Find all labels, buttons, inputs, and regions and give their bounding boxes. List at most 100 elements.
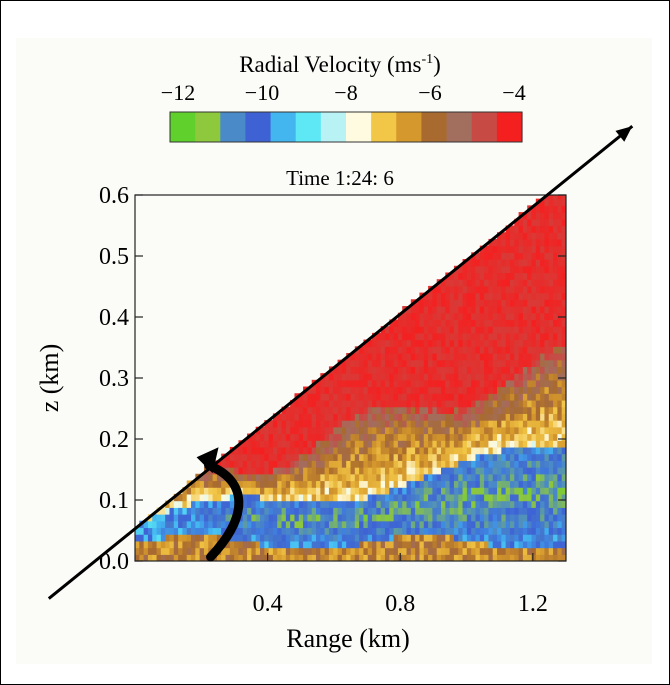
heatmap-cell xyxy=(195,514,201,522)
heatmap-cell xyxy=(324,493,330,502)
heatmap-cell xyxy=(311,453,317,461)
heatmap-cell xyxy=(178,534,184,542)
heatmap-cell xyxy=(432,480,438,488)
heatmap-cell xyxy=(178,500,184,508)
heatmap-cell xyxy=(535,540,541,549)
heatmap-cell xyxy=(428,346,433,354)
heatmap-cell xyxy=(203,480,209,488)
heatmap-cell xyxy=(544,520,550,529)
heatmap-cell xyxy=(484,252,490,260)
heatmap-cell xyxy=(384,413,390,421)
heatmap-cell xyxy=(277,440,283,448)
heatmap-cell xyxy=(380,440,386,448)
heatmap-cell xyxy=(479,259,485,267)
heatmap-cell xyxy=(462,279,468,287)
heatmap-cell xyxy=(333,433,339,441)
heatmap-cell xyxy=(376,399,382,408)
heatmap-cell xyxy=(337,420,343,428)
heatmap-cell xyxy=(531,312,537,321)
heatmap-cell xyxy=(488,292,494,300)
heatmap-cell xyxy=(195,540,201,549)
heatmap-cell xyxy=(173,527,179,535)
heatmap-cell xyxy=(475,332,481,341)
heatmap-cell xyxy=(466,366,472,374)
heatmap-cell xyxy=(406,406,412,414)
heatmap-cell xyxy=(540,292,546,300)
heatmap-cell xyxy=(458,326,464,334)
heatmap-cell xyxy=(367,406,373,414)
heatmap-cell xyxy=(548,225,554,233)
heatmap-cell xyxy=(242,460,248,468)
heatmap-cell xyxy=(359,413,365,421)
heatmap-cell xyxy=(294,527,300,535)
heatmap-cell xyxy=(548,332,554,341)
heatmap-cell xyxy=(419,379,425,388)
heatmap-cell xyxy=(298,393,304,401)
heatmap-cell xyxy=(428,413,433,421)
heatmap-cell xyxy=(419,520,425,529)
heatmap-cell xyxy=(544,232,550,240)
heatmap-cell xyxy=(432,352,438,361)
heatmap-cell xyxy=(316,460,321,468)
heatmap-cell xyxy=(316,527,321,535)
heatmap-cell xyxy=(285,453,291,461)
heatmap-cell xyxy=(324,540,330,549)
heatmap-cell xyxy=(441,306,446,314)
heatmap-cell xyxy=(281,460,287,468)
heatmap-cell xyxy=(540,433,546,441)
heatmap-cell xyxy=(535,453,541,461)
heatmap-cell xyxy=(522,259,528,267)
heatmap-cell xyxy=(337,467,343,475)
heatmap-cell xyxy=(497,547,502,555)
heatmap-cell xyxy=(471,272,477,280)
heatmap-cell xyxy=(389,359,395,368)
heatmap-cell xyxy=(436,352,442,361)
heatmap-cell xyxy=(509,379,515,388)
heatmap-cell xyxy=(303,514,308,522)
heatmap-cell xyxy=(492,420,498,428)
heatmap-cell xyxy=(203,507,209,515)
heatmap-cell xyxy=(436,446,442,455)
heatmap-cell xyxy=(566,440,571,447)
heatmap-cell xyxy=(441,440,446,448)
heatmap-cell xyxy=(471,292,477,300)
heatmap-cell xyxy=(316,413,321,421)
heatmap-cell xyxy=(324,514,330,522)
heatmap-cell xyxy=(320,554,326,561)
heatmap-cell xyxy=(479,500,485,508)
heatmap-cell xyxy=(350,406,356,414)
heatmap-cell xyxy=(531,326,537,334)
heatmap-cell xyxy=(208,500,214,508)
rotation-arrowhead xyxy=(196,447,219,474)
heatmap-cell xyxy=(505,520,511,529)
heatmap-cell xyxy=(557,399,563,408)
heatmap-cell xyxy=(251,547,257,555)
heatmap-cell xyxy=(432,292,438,300)
heatmap-cell xyxy=(475,453,481,461)
heatmap-cell xyxy=(466,446,472,455)
heatmap-cell xyxy=(346,554,352,561)
heatmap-cell xyxy=(466,359,472,368)
heatmap-cell xyxy=(372,460,377,468)
heatmap-cell xyxy=(527,460,533,468)
heatmap-cell xyxy=(389,386,395,394)
heatmap-cell xyxy=(324,433,330,441)
heatmap-cell xyxy=(479,520,485,529)
heatmap-cell xyxy=(397,467,403,475)
heatmap-cell xyxy=(535,245,541,253)
heatmap-cell xyxy=(479,393,485,401)
heatmap-cell xyxy=(466,352,472,361)
heatmap-cell xyxy=(514,426,520,435)
heatmap-cell xyxy=(268,467,274,475)
heatmap-cell xyxy=(251,493,257,502)
heatmap-cell xyxy=(535,480,541,488)
heatmap-cell xyxy=(522,238,528,247)
heatmap-cell xyxy=(290,460,296,468)
heatmap-cell xyxy=(423,540,429,549)
heatmap-cell xyxy=(479,319,485,327)
heatmap-cell xyxy=(501,292,507,300)
heatmap-cell xyxy=(372,507,377,515)
heatmap-cell xyxy=(294,493,300,502)
heatmap-cell xyxy=(376,433,382,441)
heatmap-cell xyxy=(397,453,403,461)
